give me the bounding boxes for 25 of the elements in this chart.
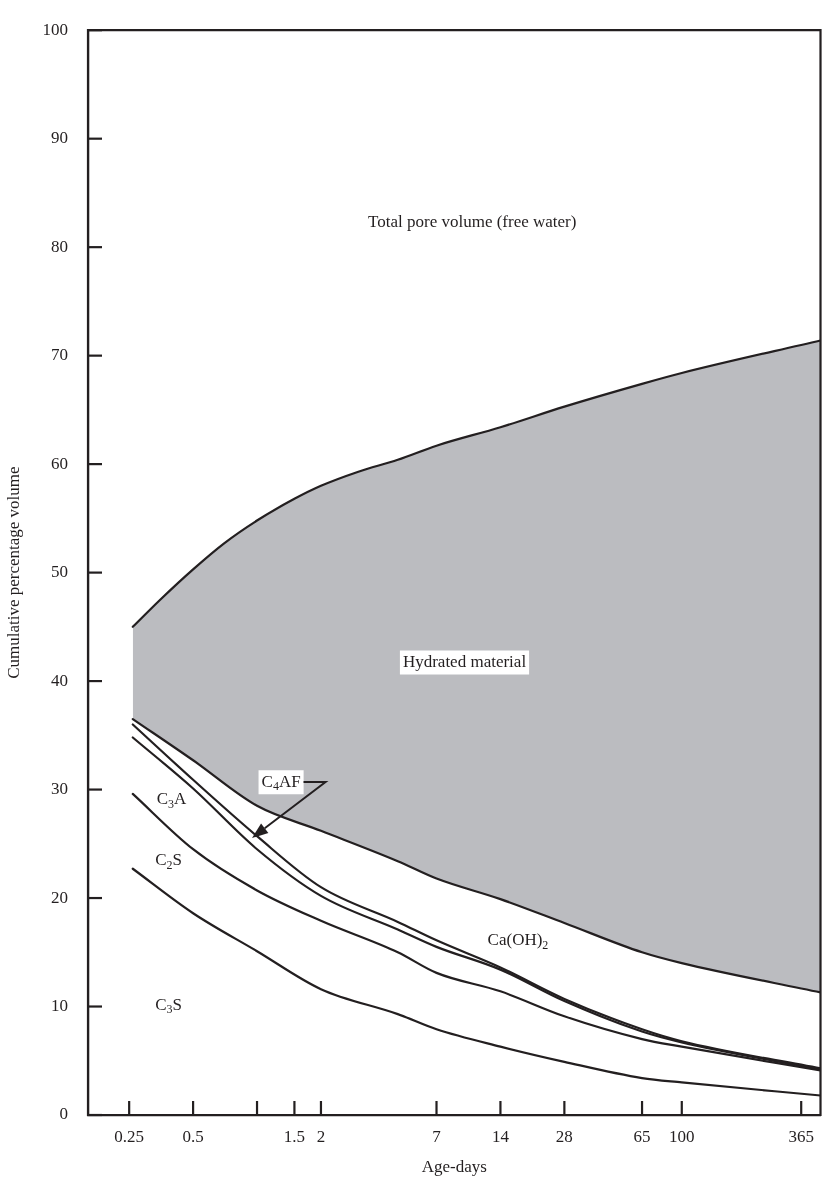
x-tick-label: 100 xyxy=(669,1126,695,1146)
y-tick-label: 60 xyxy=(51,453,68,473)
x-tick-label: 65 xyxy=(633,1126,651,1146)
y-tick-label: 10 xyxy=(51,995,68,1015)
x-tick-label: 2 xyxy=(316,1126,326,1146)
y-axis-title: Cumulative percentage volume xyxy=(3,466,23,679)
x-tick-label: 0.25 xyxy=(114,1126,145,1146)
x-tick-label: 7 xyxy=(432,1126,442,1146)
series-label: Hydrated material xyxy=(402,652,527,672)
x-axis-title: Age-days xyxy=(421,1157,487,1177)
y-tick-label: 90 xyxy=(51,128,68,148)
y-tick-label: 70 xyxy=(51,345,68,365)
y-tick-label: 50 xyxy=(51,562,68,582)
x-tick-label: 14 xyxy=(491,1126,510,1146)
y-tick-label: 80 xyxy=(51,236,68,256)
annotation: Total pore volume (free water) xyxy=(368,211,577,231)
y-tick-label: 40 xyxy=(51,670,68,690)
x-tick-label: 0.5 xyxy=(182,1126,204,1146)
y-tick-label: 0 xyxy=(59,1104,68,1124)
y-tick-label: 30 xyxy=(51,779,68,799)
y-tick-label: 100 xyxy=(42,19,68,39)
y-tick-label: 20 xyxy=(51,887,68,907)
x-tick-label: 365 xyxy=(788,1126,814,1146)
x-tick-label: 28 xyxy=(555,1126,573,1146)
x-tick-label: 1.5 xyxy=(283,1126,306,1146)
